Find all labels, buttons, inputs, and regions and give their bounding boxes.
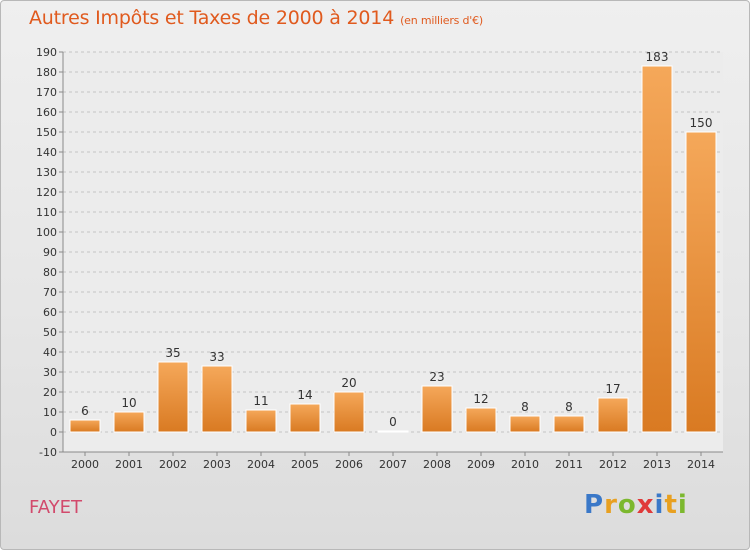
y-tick-label: 150: [36, 126, 57, 139]
y-tick-label: 180: [36, 66, 57, 79]
data-label: 33: [209, 350, 224, 364]
y-tick-label: 130: [36, 166, 57, 179]
bar: [553, 415, 585, 433]
chart-subtitle: (en milliers d'€): [400, 14, 483, 27]
data-label: 0: [389, 415, 397, 429]
data-label: 35: [165, 346, 180, 360]
x-tick-label: 2012: [599, 458, 627, 471]
x-tick-label: 2001: [115, 458, 143, 471]
chart-title-text: Autres Impôts et Taxes de 2000 à 2014: [29, 7, 395, 29]
data-label: 11: [253, 394, 268, 408]
x-tick-label: 2013: [643, 458, 671, 471]
data-label: 183: [646, 50, 669, 64]
y-tick-label: 110: [36, 206, 57, 219]
bar: [685, 131, 717, 433]
data-label: 8: [521, 400, 529, 414]
logo-letter: r: [604, 490, 618, 520]
y-tick-label: 20: [43, 386, 57, 399]
y-tick-label: 70: [43, 286, 57, 299]
bar: [69, 419, 101, 433]
y-tick-label: 50: [43, 326, 57, 339]
logo-letter: o: [617, 490, 637, 520]
bar: [333, 391, 365, 433]
logo-letter: x: [636, 490, 655, 520]
logo-letter: i: [654, 490, 665, 520]
data-label: 8: [565, 400, 573, 414]
commune-name: FAYET: [29, 497, 82, 518]
data-label: 23: [429, 370, 444, 384]
data-label: 10: [121, 396, 136, 410]
bar: [289, 403, 321, 433]
logo-letter: i: [677, 490, 688, 520]
x-tick-label: 2007: [379, 458, 407, 471]
y-tick-label: 30: [43, 366, 57, 379]
x-tick-label: 2005: [291, 458, 319, 471]
y-tick-label: 170: [36, 86, 57, 99]
x-tick-label: 2003: [203, 458, 231, 471]
y-tick-label: 140: [36, 146, 57, 159]
data-label: 20: [341, 376, 356, 390]
y-tick-label: 190: [36, 46, 57, 59]
bar: [597, 397, 629, 433]
y-tick-label: -10: [39, 446, 57, 459]
bar: [641, 65, 673, 433]
x-tick-label: 2006: [335, 458, 363, 471]
y-tick-label: 40: [43, 346, 57, 359]
y-tick-label: 0: [50, 426, 57, 439]
chart-title: Autres Impôts et Taxes de 2000 à 2014 (en…: [29, 7, 483, 29]
y-tick-label: 10: [43, 406, 57, 419]
y-tick-label: 120: [36, 186, 57, 199]
bar: [201, 365, 233, 433]
bar: [377, 430, 409, 433]
data-label: 6: [81, 404, 89, 418]
proxiti-logo: Proxiti: [584, 490, 688, 520]
bar: [113, 411, 145, 433]
data-label: 17: [605, 382, 620, 396]
data-label: 150: [690, 116, 713, 130]
bar: [421, 385, 453, 433]
logo-letter: t: [664, 490, 678, 520]
x-tick-label: 2000: [71, 458, 99, 471]
x-tick-label: 2002: [159, 458, 187, 471]
y-tick-label: 90: [43, 246, 57, 259]
logo-letter: P: [584, 490, 605, 520]
x-tick-label: 2011: [555, 458, 583, 471]
x-tick-label: 2014: [687, 458, 715, 471]
x-tick-label: 2009: [467, 458, 495, 471]
x-tick-label: 2010: [511, 458, 539, 471]
bar: [509, 415, 541, 433]
y-tick-label: 160: [36, 106, 57, 119]
y-tick-label: 100: [36, 226, 57, 239]
bar: [245, 409, 277, 433]
data-label: 14: [297, 388, 312, 402]
y-tick-label: 80: [43, 266, 57, 279]
bar: [465, 407, 497, 433]
data-label: 12: [473, 392, 488, 406]
bar: [157, 361, 189, 433]
x-tick-label: 2004: [247, 458, 275, 471]
y-tick-label: 60: [43, 306, 57, 319]
x-tick-label: 2008: [423, 458, 451, 471]
